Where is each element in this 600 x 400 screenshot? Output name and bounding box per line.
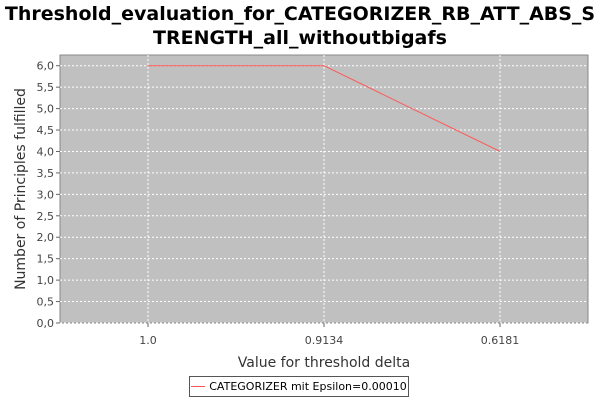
y-tick-label: 4,0 (37, 145, 55, 158)
y-axis: 0,0 0,5 1,0 1,5 2,0 2,5 3,0 3,5 4,0 4,5 5,0 5,5 6,0 (37, 60, 60, 330)
series-layer (148, 65, 501, 152)
y-tick-label: 0,0 (37, 317, 55, 330)
series-line (148, 65, 501, 152)
legend-swatch-line-icon (191, 386, 206, 387)
y-tick-label: 3,5 (37, 167, 55, 180)
y-tick-label: 1,5 (37, 253, 55, 266)
y-tick-label: 1,0 (37, 274, 55, 287)
y-tick-label: 0,5 (37, 296, 55, 309)
y-tick-label: 4,5 (37, 124, 55, 137)
x-tick-label: 0.9134 (305, 334, 344, 347)
x-tick-label: 0.6181 (481, 334, 520, 347)
y-tick-label: 5,5 (37, 81, 55, 94)
legend: CATEGORIZER mit Epsilon=0.00010 (189, 376, 409, 397)
x-axis-label: Value for threshold delta (238, 355, 410, 371)
y-tick-label: 6,0 (37, 60, 55, 73)
chart-title: Threshold_evaluation_for_CATEGORIZER_RB_… (4, 3, 596, 49)
y-tick-label: 2,0 (37, 231, 55, 244)
x-axis: 1.0 0.9134 0.6181 (139, 323, 519, 347)
y-tick-label: 3,0 (37, 188, 55, 201)
y-tick-label: 5,0 (37, 103, 55, 116)
y-tick-label: 2,5 (37, 210, 55, 223)
legend-label: CATEGORIZER mit Epsilon=0.00010 (209, 380, 407, 393)
x-tick-label: 1.0 (139, 334, 157, 347)
y-axis-label: Number of Principles fulfilled (13, 88, 29, 290)
